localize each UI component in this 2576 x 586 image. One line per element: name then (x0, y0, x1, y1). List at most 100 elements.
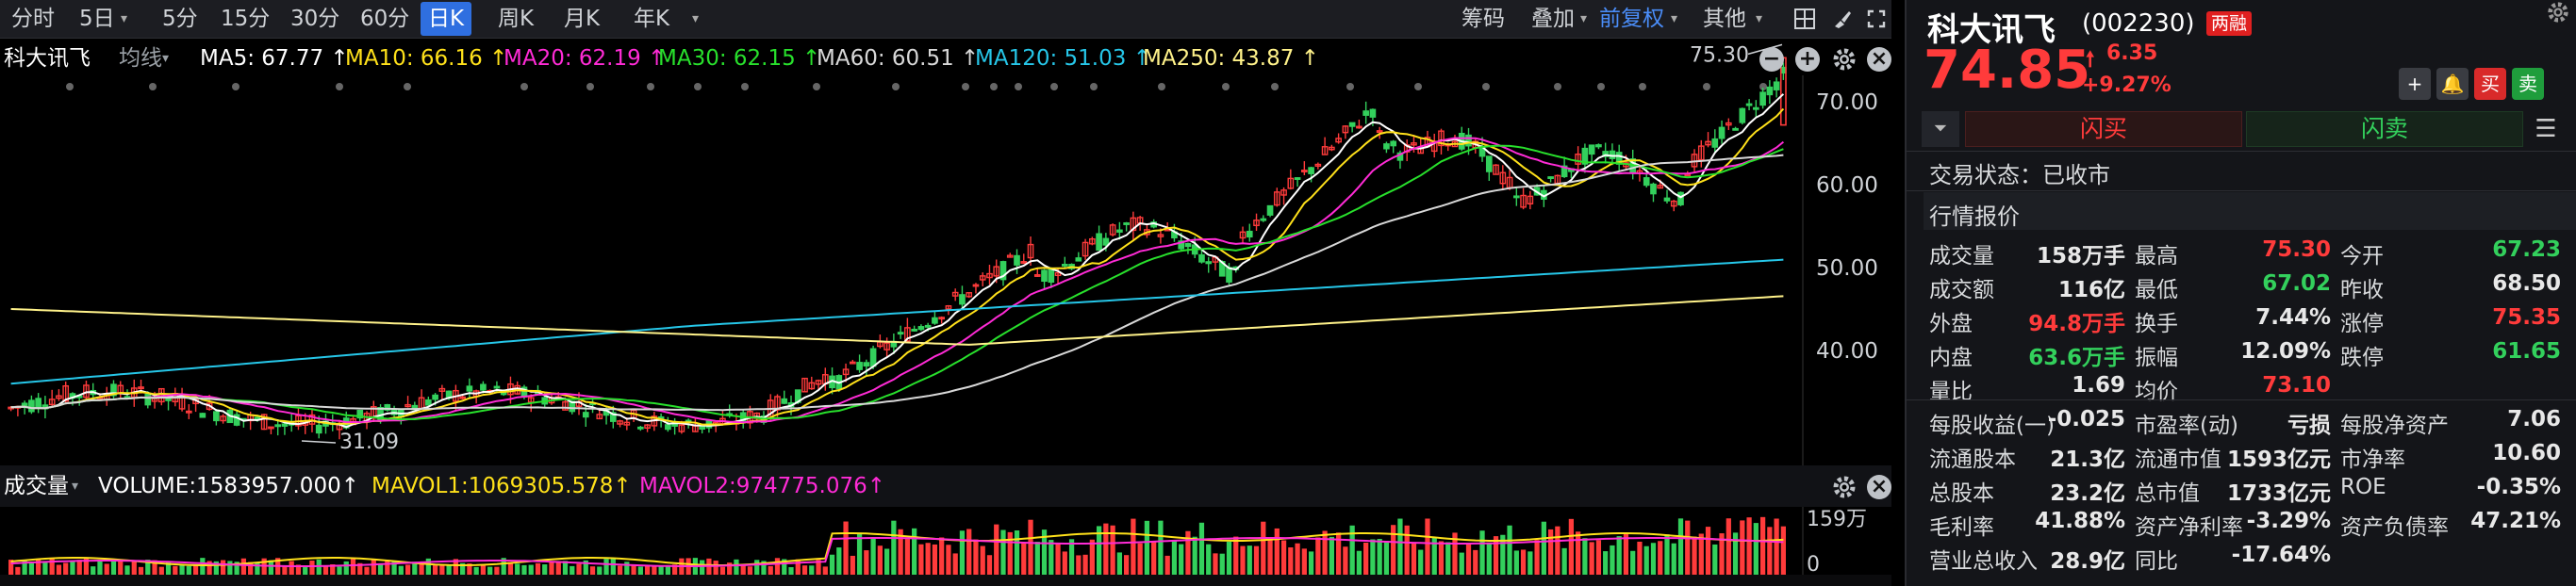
chevron-down-icon[interactable]: ▾ (72, 479, 79, 494)
candle-body (405, 403, 411, 408)
grid-icon[interactable] (1792, 6, 1818, 32)
volume-bar (1301, 548, 1307, 575)
chevron-down-icon[interactable]: ▾ (121, 11, 128, 26)
period-tab-60min[interactable]: 60分 (360, 7, 410, 31)
bell-icon[interactable]: 🔔 (2436, 68, 2469, 100)
candle-body (1739, 107, 1746, 123)
add-watchlist-button[interactable]: + (2399, 68, 2431, 100)
volume-bar (145, 560, 151, 575)
period-tab-weekly[interactable]: 周K (498, 7, 535, 31)
volume-bar (1158, 520, 1164, 575)
volume-bar (1431, 537, 1437, 575)
volume-title[interactable]: 成交量 (4, 474, 69, 498)
candle-body (1547, 176, 1554, 180)
candle-body (1670, 200, 1677, 207)
stat-value: 67.23 (2492, 237, 2561, 262)
candle-body (48, 399, 56, 406)
candle-body (1308, 167, 1314, 174)
gear-icon[interactable] (2546, 0, 2570, 28)
candle-body (1335, 138, 1342, 143)
volume-bar (1164, 555, 1170, 575)
period-tab-monthly[interactable]: 月K (564, 7, 601, 31)
ma-line (10, 137, 1785, 424)
flash-sell-button[interactable]: 闪卖 (2246, 111, 2523, 147)
more-button[interactable]: 其他 (1703, 7, 1746, 31)
volume-bar (1486, 542, 1492, 575)
close-icon[interactable]: × (1867, 475, 1891, 499)
volume-axis-label: 159万 (1807, 508, 1867, 531)
candle-body (1157, 234, 1164, 237)
candle-body (986, 272, 993, 279)
candle-body (1253, 220, 1260, 226)
menu-icon[interactable]: ☰ (2535, 115, 2557, 143)
candle-body (1520, 194, 1527, 208)
sell-button[interactable]: 卖 (2512, 68, 2544, 100)
section-title: 行情报价 (1929, 203, 2020, 230)
period-tab-15min[interactable]: 15分 (221, 7, 271, 31)
candle-body (904, 327, 911, 342)
adjust-button[interactable]: 前复权 (1599, 7, 1664, 31)
close-icon[interactable]: × (1867, 47, 1891, 72)
volume-bar (364, 566, 370, 575)
volume-bar (740, 565, 746, 575)
minus-icon[interactable]: − (1759, 47, 1784, 72)
chevron-down-icon[interactable]: ▾ (162, 51, 170, 66)
volume-bar (398, 565, 404, 575)
period-tab-yearly[interactable]: 年K (634, 7, 670, 31)
stat-value: 75.30 (2262, 237, 2331, 262)
candle-body (1759, 91, 1766, 106)
buy-button[interactable]: 买 (2474, 68, 2506, 100)
period-tab-daily[interactable]: 日K (421, 2, 472, 36)
volume-bar (883, 548, 890, 575)
candle-body (233, 414, 240, 426)
candle-body (1314, 163, 1322, 167)
ma-label: MA60: 60.51 ↑ (817, 46, 980, 71)
period-tab-5day[interactable]: 5日 (79, 7, 115, 31)
collapse-icon[interactable]: ⏷ (1922, 111, 1959, 147)
stat-label: 总市值 (2135, 481, 2200, 506)
volume-bar (1637, 541, 1643, 575)
gear-icon[interactable] (1831, 45, 1858, 87)
chevron-down-icon[interactable]: ▾ (692, 11, 700, 26)
period-tab-timeshare[interactable]: 分时 (11, 7, 55, 31)
flash-buy-button[interactable]: 闪买 (1965, 111, 2242, 147)
volume-chart[interactable]: 159万 0 (0, 507, 1891, 575)
kline-chart[interactable]: 70.00 60.00 50.00 40.00 75.30 31.09 (0, 38, 1891, 465)
line-type-select[interactable]: 均线 (119, 46, 162, 71)
volume-bar (357, 562, 363, 575)
gear-icon[interactable] (1831, 473, 1858, 514)
brush-icon[interactable] (1829, 6, 1856, 32)
candle-body (466, 385, 473, 392)
volume-bar (856, 533, 863, 575)
candle-body (849, 361, 856, 365)
volume-bar (1610, 545, 1615, 575)
candle-body (384, 403, 391, 411)
candle-body (1711, 138, 1719, 148)
period-tab-5min[interactable]: 5分 (162, 7, 198, 31)
volume-bar (658, 565, 664, 575)
candle-body (1499, 171, 1507, 185)
overlay-button[interactable]: 叠加 (1531, 7, 1575, 31)
candle-body (432, 394, 438, 400)
price-axis-label: 50.00 (1816, 256, 1878, 281)
stat-label: 资产净利率 (2135, 515, 2243, 540)
volume-bar (1459, 552, 1464, 575)
volume-bar (1076, 555, 1082, 575)
price-change-pct: +9.27% (2082, 73, 2171, 97)
period-tab-30min[interactable]: 30分 (290, 7, 340, 31)
expand-icon[interactable] (1863, 6, 1890, 32)
plus-icon[interactable]: + (1795, 47, 1820, 72)
volume-bar (337, 566, 342, 575)
volume-bar (1062, 551, 1067, 575)
volume-bar (952, 553, 958, 575)
max-price-label: 75.30 (1690, 43, 1749, 67)
candle-body (1773, 81, 1780, 90)
volume-bar (1404, 525, 1410, 575)
volume-bar (912, 528, 917, 575)
stat-label: 每股净资产 (2340, 414, 2449, 438)
volume-bar (1151, 541, 1157, 575)
volume-bar (152, 560, 157, 575)
chips-button[interactable]: 筹码 (1461, 7, 1505, 31)
divider (1905, 399, 2576, 400)
candle-body (863, 362, 870, 366)
